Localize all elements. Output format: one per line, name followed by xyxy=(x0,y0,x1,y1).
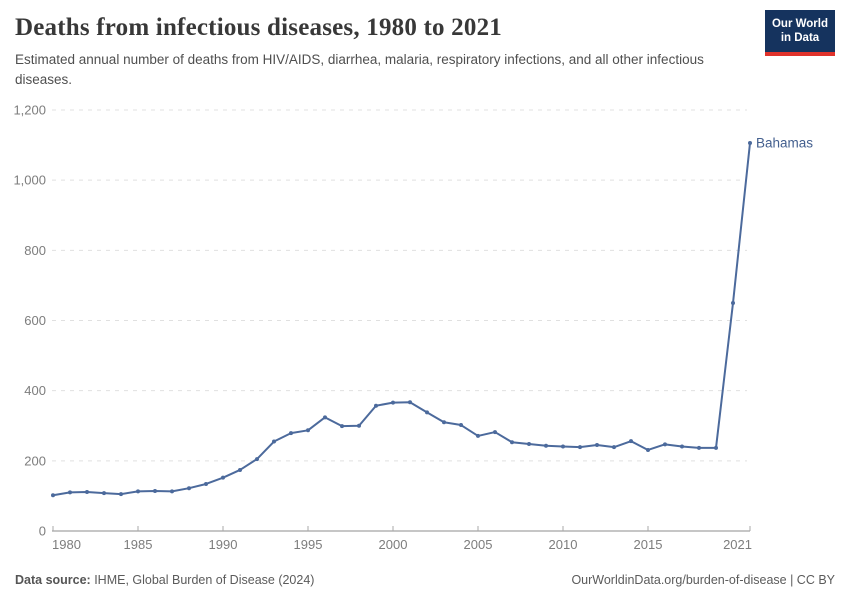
data-point-1991[interactable] xyxy=(238,467,242,472)
x-axis-label-1990: 1990 xyxy=(209,537,238,552)
data-point-1987[interactable] xyxy=(170,489,174,494)
data-point-1985[interactable] xyxy=(136,489,140,494)
data-point-2020[interactable] xyxy=(731,300,735,305)
data-point-1990[interactable] xyxy=(221,475,225,480)
data-point-2000[interactable] xyxy=(391,400,395,405)
data-point-1988[interactable] xyxy=(187,486,191,491)
owid-logo: Our World in Data xyxy=(765,10,835,56)
data-point-2008[interactable] xyxy=(527,441,531,446)
data-point-2016[interactable] xyxy=(663,442,667,447)
data-point-2014[interactable] xyxy=(629,439,633,444)
data-point-2005[interactable] xyxy=(476,433,480,438)
data-point-1981[interactable] xyxy=(68,490,72,495)
x-axis-label-1995: 1995 xyxy=(294,537,323,552)
data-point-2013[interactable] xyxy=(612,445,616,450)
data-point-1997[interactable] xyxy=(340,424,344,429)
data-point-1982[interactable] xyxy=(85,490,89,495)
y-axis-label-1200: 1,200 xyxy=(13,103,46,118)
data-point-1999[interactable] xyxy=(374,403,378,408)
y-axis-label-400: 400 xyxy=(24,383,46,398)
data-point-2012[interactable] xyxy=(595,443,599,448)
data-point-2019[interactable] xyxy=(714,445,718,450)
chart-header: Deaths from infectious diseases, 1980 to… xyxy=(15,10,835,91)
y-axis-label-0: 0 xyxy=(39,524,46,539)
y-axis-label-800: 800 xyxy=(24,243,46,258)
data-point-2007[interactable] xyxy=(510,440,514,445)
data-point-2011[interactable] xyxy=(578,445,582,450)
data-point-1993[interactable] xyxy=(272,439,276,444)
data-point-2017[interactable] xyxy=(680,444,684,449)
x-axis-label-1985: 1985 xyxy=(124,537,153,552)
y-axis-label-600: 600 xyxy=(24,313,46,328)
data-point-1996[interactable] xyxy=(323,415,327,420)
data-point-1984[interactable] xyxy=(119,492,123,497)
data-point-1983[interactable] xyxy=(102,491,106,496)
data-point-2006[interactable] xyxy=(493,430,497,435)
y-axis-label-1000: 1,000 xyxy=(13,173,46,188)
data-point-1992[interactable] xyxy=(255,457,259,462)
data-source: Data source: IHME, Global Burden of Dise… xyxy=(15,573,314,587)
data-point-1986[interactable] xyxy=(153,489,157,494)
chart-subtitle: Estimated annual number of deaths from H… xyxy=(15,52,704,88)
data-source-text: IHME, Global Burden of Disease (2024) xyxy=(90,573,315,587)
x-axis-label-2010: 2010 xyxy=(549,537,578,552)
data-point-1980[interactable] xyxy=(51,493,55,498)
data-point-2010[interactable] xyxy=(561,444,565,449)
data-source-label: Data source: xyxy=(15,573,91,587)
x-axis-label-2000: 2000 xyxy=(379,537,408,552)
x-axis-label-2005: 2005 xyxy=(464,537,493,552)
data-point-2018[interactable] xyxy=(697,445,701,450)
data-point-1995[interactable] xyxy=(306,428,310,433)
data-point-2015[interactable] xyxy=(646,447,650,452)
data-point-1994[interactable] xyxy=(289,431,293,436)
data-point-2009[interactable] xyxy=(544,443,548,448)
chart-footer: Data source: IHME, Global Burden of Dise… xyxy=(15,573,835,587)
credit-link[interactable]: OurWorldinData.org/burden-of-disease | C… xyxy=(571,573,835,587)
series-line-bahamas[interactable] xyxy=(52,141,751,497)
data-point-2004[interactable] xyxy=(459,423,463,428)
x-axis-label-2015: 2015 xyxy=(634,537,663,552)
data-point-2001[interactable] xyxy=(408,400,412,405)
owid-logo-line2: in Data xyxy=(780,32,820,45)
data-point-2003[interactable] xyxy=(442,420,446,425)
x-axis-label-1980: 1980 xyxy=(52,537,81,552)
data-point-2021[interactable] xyxy=(748,140,752,145)
owid-logo-line1: Our World xyxy=(771,18,828,30)
data-point-1998[interactable] xyxy=(357,423,361,428)
series-label-bahamas[interactable]: Bahamas xyxy=(756,135,813,150)
x-axis-label-2021: 2021 xyxy=(723,537,752,552)
data-point-1989[interactable] xyxy=(204,481,208,486)
data-point-2002[interactable] xyxy=(425,410,429,415)
y-axis-label-200: 200 xyxy=(24,453,46,468)
page-title: Deaths from infectious diseases, 1980 to… xyxy=(15,14,502,41)
